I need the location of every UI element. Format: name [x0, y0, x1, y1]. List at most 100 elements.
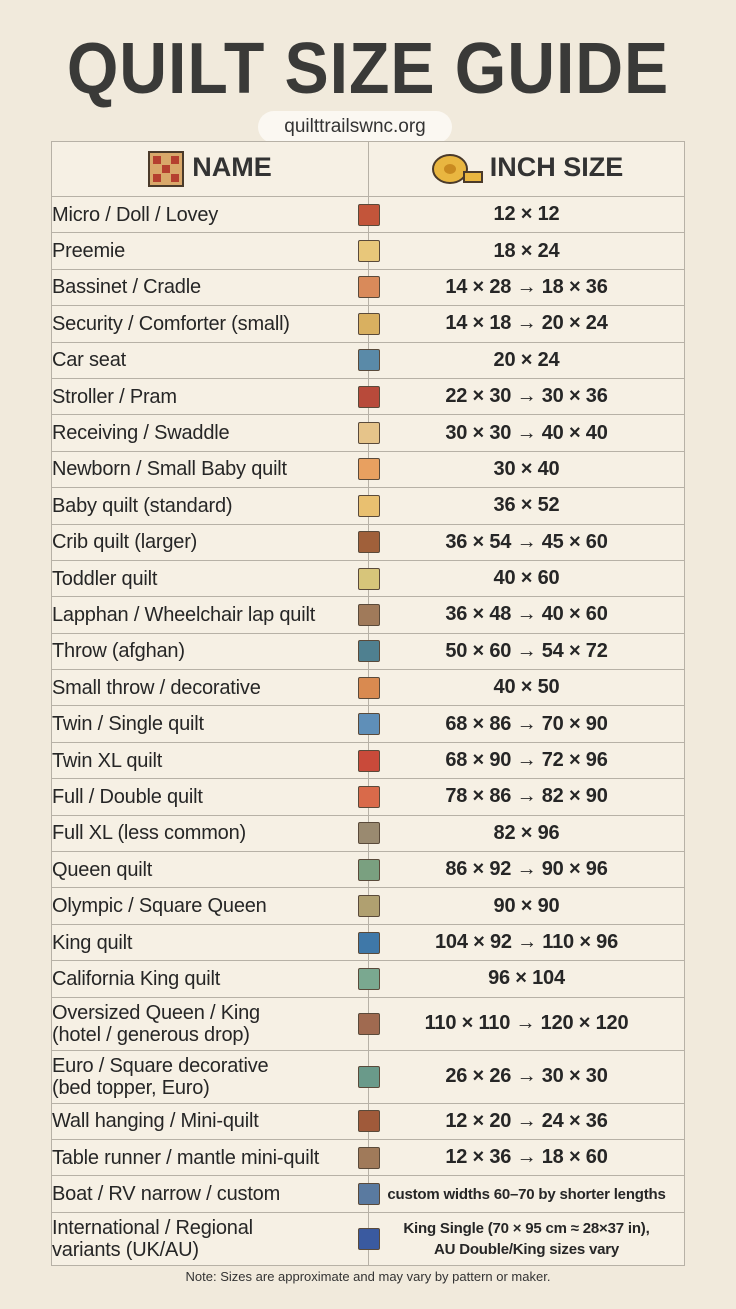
row-icon	[358, 676, 380, 699]
name-cell: Twin / Single quilt	[51, 705, 380, 743]
table-body: Micro / Doll / Lovey 12 × 12 Preemie 18 × 2…	[51, 195, 685, 1266]
row-icon	[358, 1183, 380, 1206]
name-cell: Full XL (less common)	[51, 814, 380, 853]
url-badge: quilttrailswnc.org	[258, 111, 452, 143]
note: Note: Sizes are approximate and may vary…	[185, 1269, 551, 1284]
size-cell: 40 × 60	[368, 559, 685, 598]
name-cell: Toddler quilt	[51, 559, 380, 598]
cell-text: 68 × 86 → 70 × 90	[445, 712, 608, 735]
row-icon	[358, 1065, 380, 1088]
table-row: Receiving / Swaddle 30 × 30 → 40 × 40	[51, 414, 685, 452]
header-cell: INCH SIZE	[368, 141, 685, 197]
table-row: Full / Double quilt 78 × 86 → 82 × 90	[51, 778, 685, 816]
table-row: Toddler quilt 40 × 60	[51, 559, 685, 598]
size-cell: 68 × 90 → 72 × 96	[368, 741, 685, 780]
cell-text: California King quilt	[52, 967, 221, 990]
cell-text: 12 × 12	[493, 203, 560, 226]
cell-text: Throw (afghan)	[52, 640, 185, 663]
size-cell: 82 × 96	[368, 814, 685, 853]
cell-text: 14 × 28 → 18 × 36	[445, 275, 608, 298]
table-row: Table runner / mantle mini-quilt 12 × 36 …	[51, 1138, 685, 1177]
size-cell: 18 × 24	[368, 232, 685, 270]
name-cell: Crib quilt (larger)	[51, 523, 380, 561]
row-icon	[358, 1146, 380, 1169]
title: QUILT SIZE GUIDE	[66, 29, 670, 109]
name-cell: Table runner / mantle mini-quilt	[51, 1138, 380, 1177]
row-icon	[358, 1110, 380, 1133]
cell-text: Olympic / Square Queen	[52, 895, 267, 918]
size-table: NAME INCH SIZE Micro / Doll / Lovey 12 × …	[51, 141, 685, 1266]
name-cell: California King quilt	[51, 960, 380, 998]
name-cell: Olympic / Square Queen	[51, 887, 380, 925]
cell-text: Car seat	[52, 349, 126, 372]
size-cell: 14 × 18 → 20 × 24	[368, 305, 685, 343]
cell-text: 40 × 50	[493, 676, 560, 699]
row-icon	[358, 895, 380, 918]
size-cell: 22 × 30 → 30 × 36	[368, 377, 685, 416]
row-icon	[358, 312, 380, 335]
name-cell: Small throw / decorative	[51, 669, 380, 707]
cell-text: Full XL (less common)	[52, 822, 246, 845]
table-row: Queen quilt 86 × 92 → 90 × 96	[51, 851, 685, 889]
cell-text: 96 × 104	[488, 967, 565, 990]
table-row: Oversized Queen / King (hotel / generous …	[51, 996, 685, 1051]
cell-text: Stroller / Pram	[52, 385, 177, 408]
size-cell: 40 × 50	[368, 669, 685, 707]
row-icon	[358, 240, 380, 263]
row-icon	[358, 458, 380, 481]
cell-text: Twin XL quilt	[52, 749, 163, 772]
cell-text: 40 × 60	[493, 567, 560, 590]
size-cell: 30 × 40	[368, 450, 685, 489]
cell-text: 90 × 90	[493, 894, 560, 917]
text-line: (hotel / generous drop)	[52, 1023, 250, 1046]
cell-text: 36 × 52	[493, 494, 560, 517]
table-row: California King quilt 96 × 104	[51, 960, 685, 998]
table-row: Twin / Single quilt 68 × 86 → 70 × 90	[51, 705, 685, 743]
name-cell: Queen quilt	[51, 851, 380, 889]
table-row: Euro / Square decorative (bed topper, Eur…	[51, 1049, 685, 1104]
size-cell: 68 × 86 → 70 × 90	[368, 705, 685, 743]
cell-text: 82 × 96	[493, 821, 560, 844]
cell-text: Full / Double quilt	[52, 785, 203, 808]
size-cell: 96 × 104	[368, 960, 685, 998]
size-cell: 30 × 30 → 40 × 40	[368, 414, 685, 452]
name-cell: Euro / Square decorative (bed topper, Eur…	[51, 1049, 380, 1104]
text-line: AU Double/King sizes vary	[433, 1240, 620, 1258]
name-cell: Oversized Queen / King (hotel / generous …	[51, 996, 380, 1051]
table-row: Olympic / Square Queen 90 × 90	[51, 887, 685, 925]
size-cell: 12 × 20 → 24 × 36	[368, 1102, 685, 1140]
size-cell: 36 × 52	[368, 487, 685, 525]
text-line: International / Regional	[52, 1216, 253, 1239]
table-row: Car seat 20 × 24	[51, 341, 685, 379]
name-cell: International / Regional variants (UK/AU)	[51, 1211, 380, 1266]
name-cell: Lapphan / Wheelchair lap quilt	[51, 596, 380, 634]
row-icon	[358, 603, 380, 626]
cell-text: Baby quilt (standard)	[52, 494, 233, 517]
cell-text: Boat / RV narrow / custom	[52, 1183, 281, 1206]
table-row: Twin XL quilt 68 × 90 → 72 × 96	[51, 741, 685, 780]
cell-text: Newborn / Small Baby quilt	[52, 458, 287, 481]
cell-text: 50 × 60 → 54 × 72	[445, 639, 608, 662]
row-icon	[358, 967, 380, 990]
row-icon	[358, 1227, 380, 1250]
name-cell: Wall hanging / Mini-quilt	[51, 1102, 380, 1140]
column-header: NAME	[192, 152, 272, 183]
table-row: Lapphan / Wheelchair lap quilt 36 × 48 → …	[51, 596, 685, 634]
cell-text: Queen quilt	[52, 858, 153, 881]
row-icon	[358, 203, 380, 226]
cell-text: 104 × 92 → 110 × 96	[434, 931, 619, 953]
row-icon	[358, 713, 380, 736]
name-cell: Newborn / Small Baby quilt	[51, 450, 380, 489]
cell-text: Lapphan / Wheelchair lap quilt	[52, 603, 316, 626]
table-row: Security / Comforter (small) 14 × 18 → 20…	[51, 305, 685, 343]
cell-text: Preemie	[52, 240, 126, 263]
text-line: Euro / Square decorative	[52, 1054, 269, 1077]
table-row: King quilt 104 × 92 → 110 × 96	[51, 923, 685, 962]
row-icon	[358, 749, 380, 772]
row-icon	[358, 785, 380, 808]
name-cell: Baby quilt (standard)	[51, 487, 380, 525]
cell-text: Toddler quilt	[52, 567, 158, 590]
size-cell: 36 × 48 → 40 × 60	[368, 596, 685, 634]
size-cell: 20 × 24	[368, 341, 685, 379]
